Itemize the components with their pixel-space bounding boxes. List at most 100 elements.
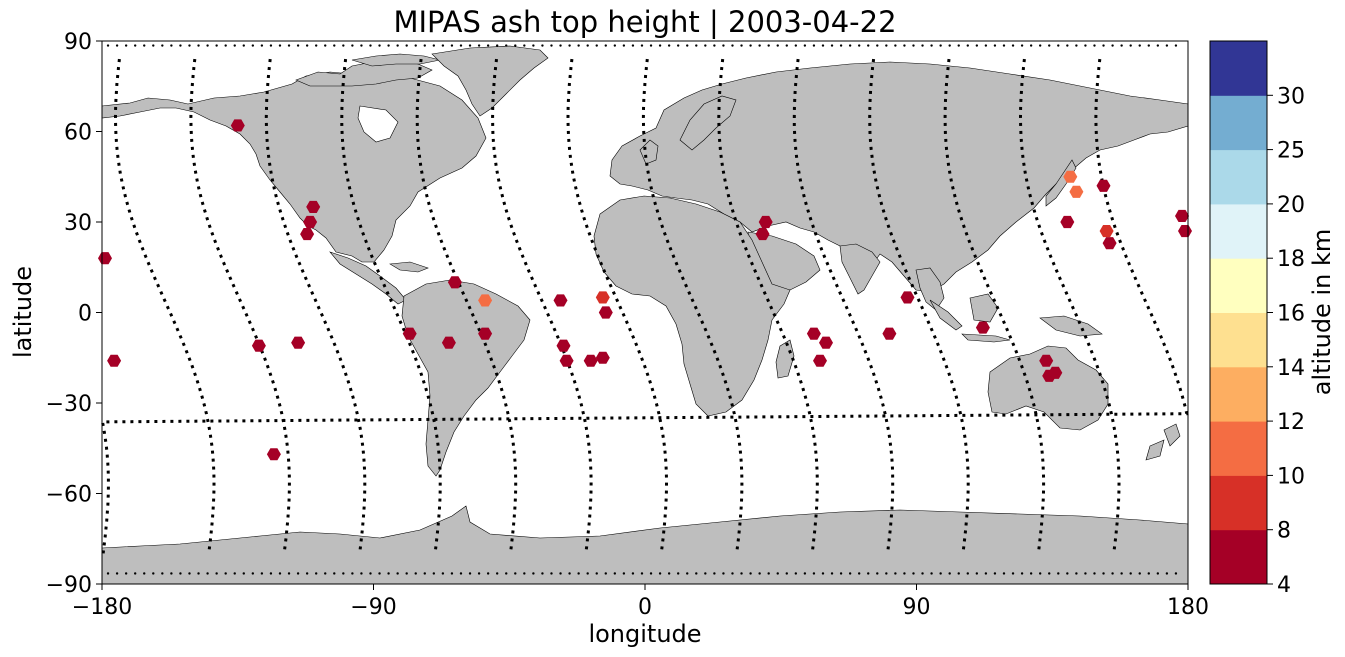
track-dot [731,44,734,47]
track-dot [351,572,354,575]
colorbar-tick-label: 10 [1277,464,1305,489]
track-dot [441,44,445,47]
x-tick-label: −90 [350,595,396,620]
ash-point [595,291,610,304]
ash-point [583,354,598,367]
south-america [401,279,531,477]
y-tick-label: 90 [64,30,92,55]
track-dot [676,44,680,47]
track-dot [1002,572,1006,575]
track-dot [360,572,363,575]
track-dot [839,44,843,47]
track-dot [550,44,553,47]
satellite-track [415,58,518,554]
ash-point [556,339,571,352]
track-dot [785,44,788,47]
track-dot [867,572,870,575]
track-dot [857,44,861,47]
track-dot [1111,572,1114,575]
ash-point [447,276,462,289]
track-dot [115,572,119,575]
colorbar-segment [1210,421,1267,476]
track-dot [1093,44,1096,47]
colorbar-tick-label: 20 [1277,193,1305,218]
track-dot [821,44,825,47]
track-dot [695,572,698,575]
track-dot [939,44,942,47]
track-dot [124,44,128,47]
track-dot [106,44,110,47]
track-dot [649,572,653,575]
track-dot [342,572,345,575]
track-dot [215,44,218,47]
track-dot [640,44,644,47]
ash-point [1039,354,1054,367]
track-dot [948,44,951,47]
track-dot [152,44,155,47]
colorbar-segment [1210,366,1267,422]
track-dot [749,572,752,575]
track-dot [740,44,743,47]
y-tick-label: −30 [46,392,92,417]
ash-point [441,336,456,349]
track-dot [604,572,607,575]
track-dot [459,44,463,47]
track-dot [459,572,463,575]
ash-point [1099,225,1114,238]
track-dot [161,44,164,47]
track-dot [848,572,852,575]
central-america [329,251,407,305]
track-dot [939,572,942,575]
track-dot [242,44,245,47]
track-dot [143,44,146,47]
track-dot [468,572,472,575]
track-dot [541,44,544,47]
track-dot [993,572,997,575]
track-dot [912,44,915,47]
track-dot [505,44,508,47]
track-dot [903,572,906,575]
ash-point [900,291,915,304]
satellite-track [943,58,1046,554]
track-dot [305,572,309,575]
track-dot [486,572,490,575]
track-dot [731,572,734,575]
colorbar-tick-label: 12 [1277,410,1305,435]
ash-point [598,306,613,319]
track-dot [333,44,336,47]
colorbar-segment [1210,529,1267,585]
y-tick-label: 30 [64,211,92,236]
track-dot [867,44,870,47]
track-dot [921,572,924,575]
track-dot [1011,572,1015,575]
track-dot [269,572,273,575]
track-dot [713,572,716,575]
track-dot [477,572,481,575]
hudson-bay [357,105,399,143]
track-dot [930,572,933,575]
y-tick-label: −90 [46,573,92,598]
track-dot [1165,44,1169,47]
track-dot [957,44,960,47]
ash-point [291,336,306,349]
track-dot [785,572,788,575]
track-dot [405,44,408,47]
track-dot [695,44,698,47]
track-dot [532,44,535,47]
track-dot [1011,44,1015,47]
track-dot [197,44,200,47]
track-dot [314,572,318,575]
track-dot [830,572,834,575]
cuba [389,261,429,273]
track-dot [450,44,454,47]
track-dot [278,572,282,575]
track-dot [667,44,671,47]
colorbar-tick-label: 14 [1277,356,1305,381]
x-tick-label: 0 [638,595,652,620]
track-dot [586,572,589,575]
track-dot [776,572,779,575]
track-dot [387,572,390,575]
track-dot [885,44,888,47]
track-dot [948,572,951,575]
track-dot [885,572,888,575]
